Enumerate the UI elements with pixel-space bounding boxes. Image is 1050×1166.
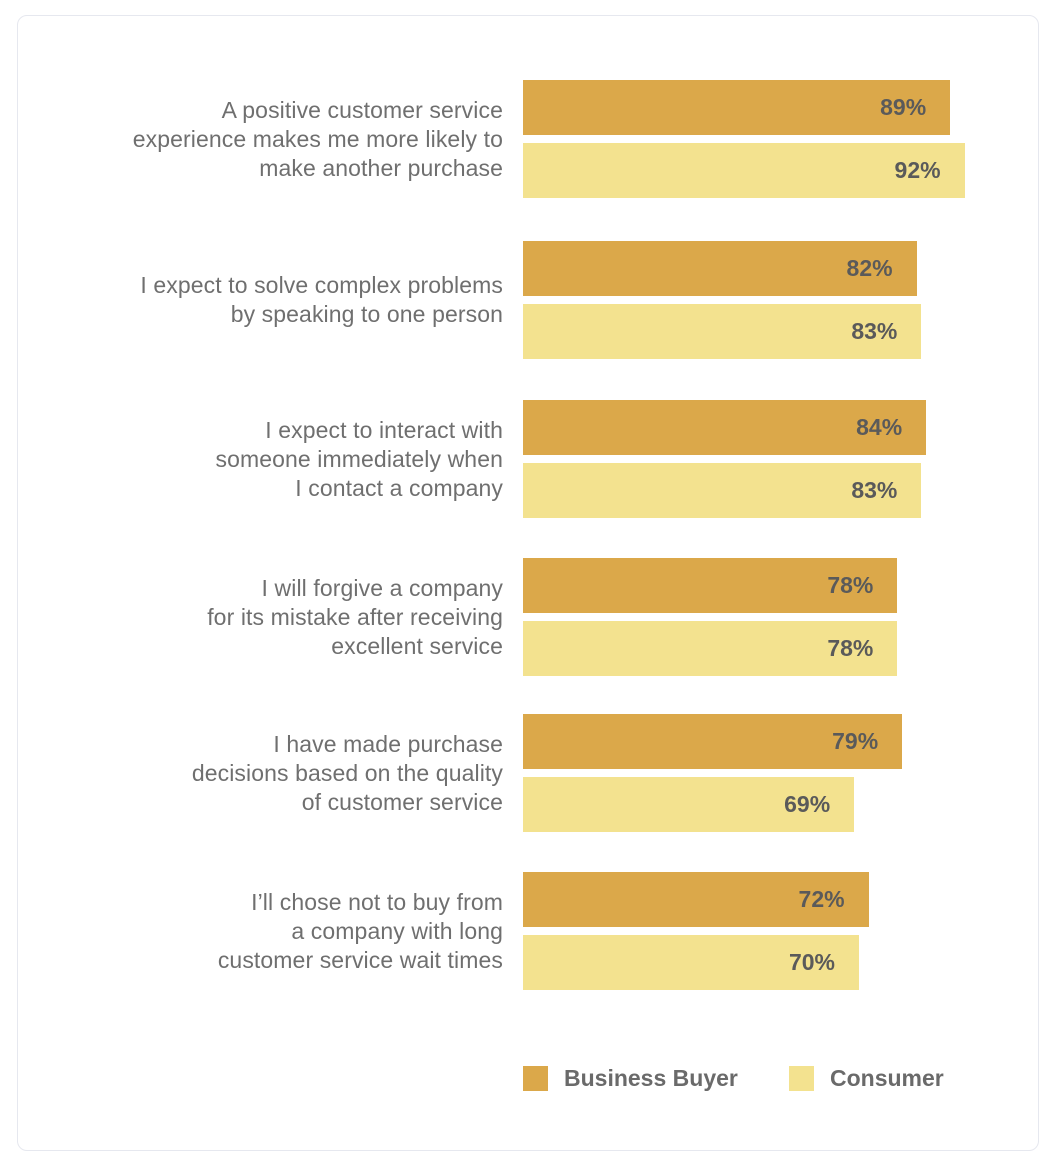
bar-value-label: 89%: [880, 94, 927, 120]
category-label: A positive customer service experience m…: [132, 96, 503, 181]
bar-value-label: 72%: [798, 886, 845, 912]
bar-value-label: 69%: [784, 791, 831, 817]
category-label: I expect to interact with someone immedi…: [215, 416, 503, 501]
category-label: I have made purchase decisions based on …: [191, 730, 503, 815]
legend-label-business-buyer: Business Buyer: [564, 1065, 738, 1091]
bar-value-label: 92%: [894, 157, 941, 183]
bar-value-label: 83%: [851, 318, 898, 344]
bar-business-buyer: [523, 80, 951, 135]
bar-business-buyer: [523, 400, 927, 455]
bar-consumer: [523, 143, 965, 198]
bar-business-buyer: [523, 558, 898, 613]
legend-swatch-business-buyer: [523, 1066, 548, 1091]
bar-consumer: [523, 935, 859, 990]
bar-consumer: [523, 463, 922, 518]
bar-business-buyer: [523, 872, 869, 927]
bar-business-buyer: [523, 241, 917, 296]
bar-value-label: 84%: [856, 414, 903, 440]
bar-value-label: 78%: [827, 635, 874, 661]
bar-consumer: [523, 304, 922, 359]
bar-value-label: 70%: [788, 949, 835, 975]
bar-value-label: 82%: [846, 255, 893, 281]
bar-value-label: 83%: [851, 477, 898, 503]
legend-label-consumer: Consumer: [830, 1065, 944, 1091]
category-label: I expect to solve complex problems by sp…: [140, 272, 503, 327]
legend-swatch-consumer: [789, 1066, 814, 1091]
bar-consumer: [523, 621, 898, 676]
bar-value-label: 78%: [827, 572, 874, 598]
category-label: I’ll chose not to buy from a company wit…: [217, 888, 503, 973]
category-label: I will forgive a company for its mistake…: [207, 574, 503, 659]
bar-business-buyer: [523, 714, 903, 769]
bar-consumer: [523, 777, 855, 832]
bar-value-label: 79%: [832, 728, 879, 754]
